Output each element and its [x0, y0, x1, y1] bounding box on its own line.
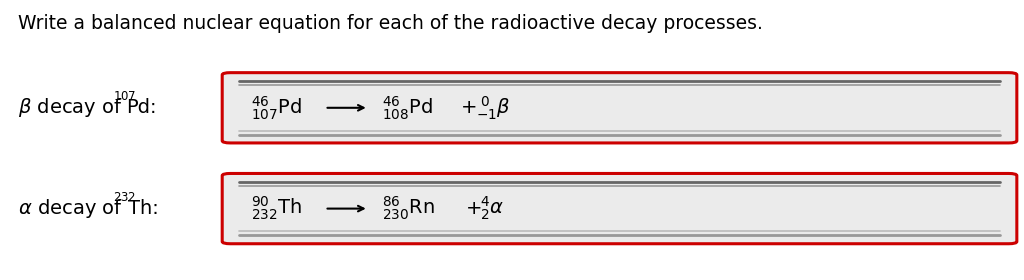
- FancyBboxPatch shape: [222, 73, 1017, 143]
- Text: $\mathregular{^{107}}$: $\mathregular{^{107}}$: [113, 92, 136, 110]
- Text: $\mathregular{{}^{90}_{232}Th}$: $\mathregular{{}^{90}_{232}Th}$: [251, 195, 302, 222]
- Text: Write a balanced nuclear equation for each of the radioactive decay processes.: Write a balanced nuclear equation for ea…: [18, 14, 763, 33]
- Text: $\it{\alpha}$ decay of: $\it{\alpha}$ decay of: [18, 197, 124, 220]
- Text: $\mathregular{{}^{46}_{107}Pd}$: $\mathregular{{}^{46}_{107}Pd}$: [251, 94, 302, 122]
- Text: $\it{\beta}$ decay of: $\it{\beta}$ decay of: [18, 96, 123, 119]
- Text: Th:: Th:: [128, 199, 159, 218]
- Text: $\mathregular{{}^{4}_{2}}$$\it{\alpha}$: $\mathregular{{}^{4}_{2}}$$\it{\alpha}$: [480, 195, 504, 222]
- Text: $\mathregular{{}^{\ 0}_{-1}}$$\it{\beta}$: $\mathregular{{}^{\ 0}_{-1}}$$\it{\beta}…: [476, 94, 511, 122]
- Text: $\mathregular{{}^{46}_{108}Pd}$: $\mathregular{{}^{46}_{108}Pd}$: [382, 94, 433, 122]
- FancyBboxPatch shape: [222, 173, 1017, 244]
- Text: +: +: [466, 199, 482, 218]
- Text: +: +: [461, 98, 477, 117]
- Text: $\mathregular{{}^{86}_{230}Rn}$: $\mathregular{{}^{86}_{230}Rn}$: [382, 195, 435, 222]
- Text: Pd:: Pd:: [126, 98, 157, 117]
- Text: $\mathregular{^{232}}$: $\mathregular{^{232}}$: [113, 193, 136, 211]
